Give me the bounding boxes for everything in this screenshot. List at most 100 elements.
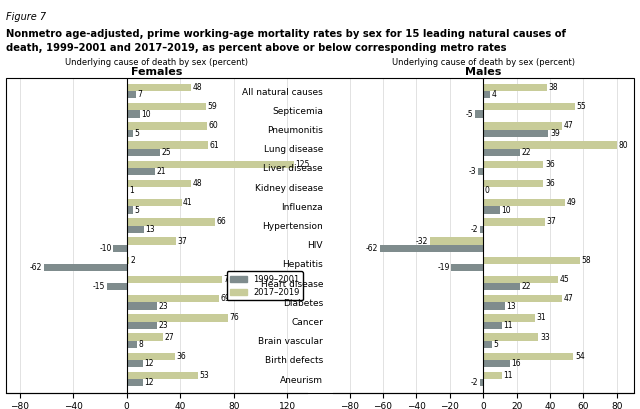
Bar <box>480 379 483 387</box>
Bar <box>451 264 483 271</box>
Text: -62: -62 <box>30 263 42 272</box>
Text: 1: 1 <box>129 187 134 196</box>
Bar <box>483 122 562 130</box>
Text: 13: 13 <box>145 225 155 234</box>
Text: 80: 80 <box>619 141 628 150</box>
Bar <box>44 264 127 271</box>
Title: Females: Females <box>131 67 182 77</box>
Text: 16: 16 <box>511 359 521 368</box>
Text: -19: -19 <box>437 263 450 272</box>
Bar <box>127 360 143 367</box>
Text: 38: 38 <box>548 83 558 92</box>
Bar <box>127 207 133 213</box>
Bar <box>127 257 129 264</box>
Text: 22: 22 <box>522 148 531 157</box>
Text: 25: 25 <box>161 148 171 157</box>
Bar <box>483 314 535 321</box>
Text: 11: 11 <box>503 321 513 330</box>
Text: -62: -62 <box>365 244 378 253</box>
Bar <box>483 372 502 379</box>
Bar <box>127 161 294 168</box>
Bar <box>483 321 502 329</box>
Text: 5: 5 <box>135 205 140 214</box>
Text: 53: 53 <box>199 371 209 380</box>
Text: Nonmetro age-adjusted, prime working-age mortality rates by sex for 15 leading n: Nonmetro age-adjusted, prime working-age… <box>6 29 566 38</box>
Bar <box>483 91 490 99</box>
Bar <box>483 103 575 110</box>
Text: 54: 54 <box>575 352 585 361</box>
Text: Figure 7: Figure 7 <box>6 12 47 22</box>
Bar <box>480 226 483 233</box>
Bar <box>127 91 136 99</box>
Bar <box>483 360 510 367</box>
Bar <box>127 238 176 245</box>
Bar <box>483 276 559 283</box>
Text: 2: 2 <box>131 256 136 265</box>
Bar <box>483 257 580 264</box>
Bar <box>127 103 205 110</box>
Text: 69: 69 <box>220 294 230 303</box>
Text: 27: 27 <box>164 333 174 342</box>
Text: -15: -15 <box>93 282 106 291</box>
Text: 10: 10 <box>141 110 151 119</box>
Bar <box>127 341 138 348</box>
Text: -5: -5 <box>465 110 473 119</box>
Bar <box>483 161 543 168</box>
Text: 58: 58 <box>582 256 591 265</box>
Text: 76: 76 <box>230 313 239 322</box>
Bar <box>483 341 492 348</box>
Text: 55: 55 <box>577 102 586 111</box>
Bar <box>127 353 175 360</box>
Bar <box>127 130 133 137</box>
Text: 33: 33 <box>540 333 550 342</box>
Legend: 1999–2001, 2017–2019: 1999–2001, 2017–2019 <box>227 272 303 300</box>
Text: 36: 36 <box>176 352 186 361</box>
Bar <box>127 276 221 283</box>
Text: 23: 23 <box>159 301 168 310</box>
Bar <box>483 302 505 310</box>
Text: -2: -2 <box>470 378 478 387</box>
Bar <box>483 84 547 91</box>
Text: -10: -10 <box>100 244 112 253</box>
Text: 45: 45 <box>560 275 570 284</box>
Bar <box>127 149 160 156</box>
Text: 0: 0 <box>485 187 490 196</box>
Bar <box>127 314 228 321</box>
Bar <box>127 199 182 207</box>
Text: 31: 31 <box>537 313 547 322</box>
Title: Males: Males <box>465 67 501 77</box>
Text: 60: 60 <box>208 121 218 130</box>
Text: 59: 59 <box>207 102 217 111</box>
Bar <box>127 333 163 341</box>
Bar <box>113 245 127 252</box>
Text: 39: 39 <box>550 129 560 138</box>
Bar <box>127 180 191 187</box>
Text: 23: 23 <box>159 321 168 330</box>
Text: 71: 71 <box>223 275 232 284</box>
Bar <box>483 199 565 207</box>
Bar <box>483 283 520 290</box>
Bar <box>429 238 483 245</box>
Text: 48: 48 <box>192 179 202 188</box>
Bar <box>483 333 538 341</box>
Bar <box>127 84 191 91</box>
Text: death, 1999–2001 and 2017–2019, as percent above or below corresponding metro ra: death, 1999–2001 and 2017–2019, as perce… <box>6 43 507 53</box>
Bar <box>127 168 155 175</box>
Bar <box>483 295 562 302</box>
Text: 22: 22 <box>522 282 531 291</box>
Text: 5: 5 <box>135 129 140 138</box>
Text: 4: 4 <box>492 90 497 99</box>
Text: 47: 47 <box>563 121 573 130</box>
Bar <box>483 180 543 187</box>
Text: 21: 21 <box>156 167 166 176</box>
Bar <box>483 149 520 156</box>
Bar <box>127 122 207 130</box>
Bar <box>483 130 548 137</box>
Bar <box>483 218 545 226</box>
Text: 41: 41 <box>183 198 193 207</box>
Text: 5: 5 <box>493 340 498 349</box>
Text: 12: 12 <box>144 378 154 387</box>
Text: 8: 8 <box>139 340 143 349</box>
Text: Underlying cause of death by sex (percent): Underlying cause of death by sex (percen… <box>392 58 575 67</box>
Bar <box>127 379 143 387</box>
